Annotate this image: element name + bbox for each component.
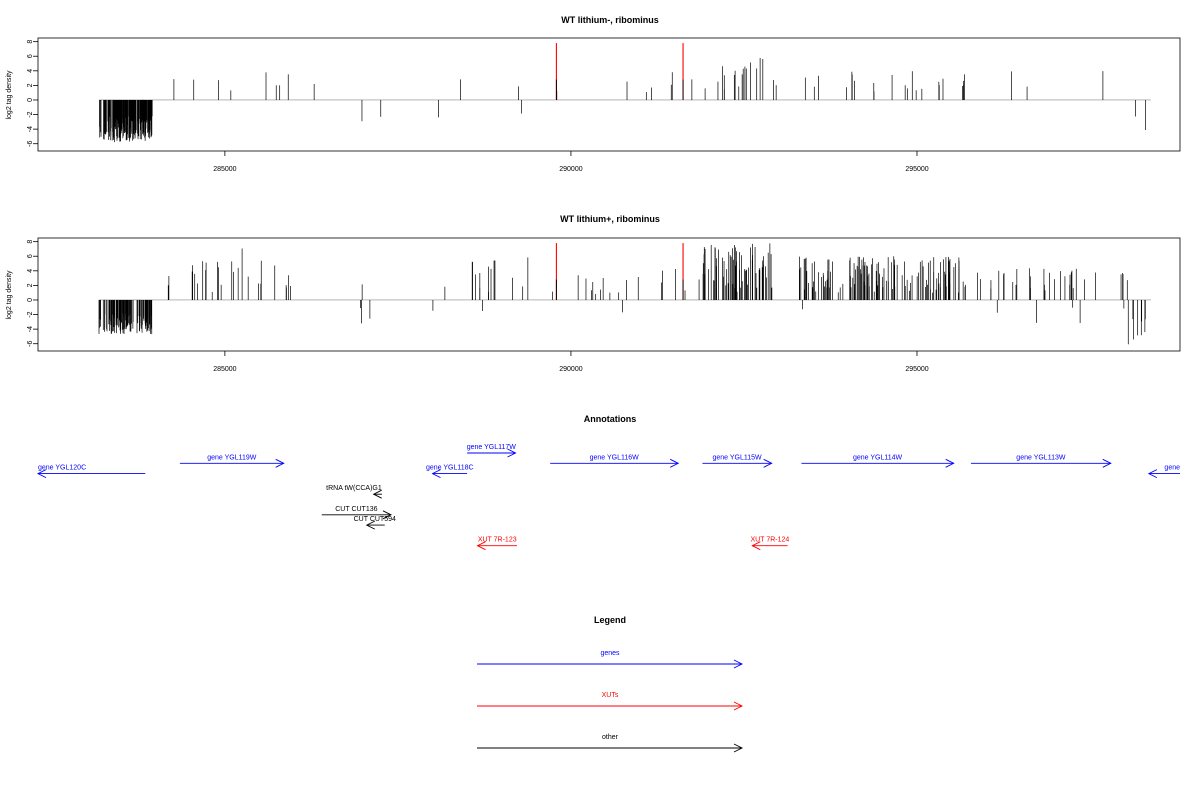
y-tick-label: 6	[27, 54, 34, 58]
y-tick-label: -6	[27, 140, 34, 146]
signal-segment	[360, 299, 371, 324]
y-tick-label: 6	[27, 254, 34, 258]
legend-label: XUTs	[602, 692, 619, 699]
x-tick-label: 285000	[213, 166, 236, 173]
feature-arrow	[970, 458, 1112, 468]
signal-segment	[193, 79, 232, 100]
y-tick-label: 4	[27, 69, 34, 73]
legend-items: genes XUTs other	[477, 650, 744, 753]
feature-label: CUT CUT594	[354, 516, 396, 523]
feature-arrow	[36, 469, 146, 479]
feature-label: gene YGL113W	[1016, 454, 1066, 461]
y-axis: -6 -4 -2 0 2 4 6 8	[27, 40, 38, 147]
signal-segment	[167, 276, 170, 300]
x-axis: 285000 290000 295000	[213, 151, 929, 173]
feature-label: gene	[1164, 465, 1180, 472]
feature-arrow	[702, 458, 773, 468]
x-axis: 285000 290000 295000	[213, 351, 929, 373]
feature-label: XUT 7R-123	[478, 537, 517, 544]
feature-arrow	[321, 510, 392, 520]
y-axis-label: log2 tag density	[6, 270, 13, 320]
feature-label: gene YGL114W	[853, 454, 903, 461]
signal-segment	[996, 299, 1125, 323]
feature-label: gene YGL118C	[426, 465, 474, 472]
signal-segment	[626, 81, 672, 100]
y-tick-label: 8	[27, 40, 34, 44]
feature-arrow	[801, 458, 955, 468]
plot-frame	[37, 37, 1181, 152]
legend-label: genes	[600, 650, 620, 657]
signal-segment	[1135, 99, 1146, 130]
annotation-features: gene YGL120C gene YGL119W gene YGL118C gene…	[36, 444, 1180, 551]
feature-arrow	[431, 469, 468, 479]
y-tick-label: -2	[27, 311, 34, 317]
legend-arrow	[477, 659, 744, 669]
signal-segment	[577, 268, 700, 300]
feature-label: gene YGL120C	[38, 465, 86, 472]
legend-panel: Legend genes XUTs other	[477, 615, 744, 753]
track-panel-lithium-minus: WT lithium-, ribominus log2 tag density …	[6, 15, 1181, 173]
signal-segment	[98, 299, 153, 335]
feature-arrow	[1147, 469, 1180, 479]
legend-title: Legend	[594, 615, 626, 625]
feature-label: XUT 7R-124	[751, 537, 790, 544]
feature-label: tRNA tW(CCA)G1	[326, 485, 382, 492]
feature-arrow	[372, 489, 382, 499]
x-tick-label: 295000	[905, 166, 928, 173]
x-tick-label: 285000	[213, 366, 236, 373]
y-axis-label: log2 tag density	[6, 70, 13, 120]
feature-label: gene YGL117W	[467, 444, 517, 451]
signal-segment	[265, 72, 289, 100]
signal-segment	[804, 71, 965, 100]
y-tick-label: -4	[27, 126, 34, 132]
x-tick-label: 290000	[559, 166, 582, 173]
signal-segment	[704, 57, 777, 100]
feature-arrow	[550, 458, 680, 468]
signal-bars	[98, 43, 1151, 143]
legend-arrow	[477, 701, 744, 711]
signal-bars	[98, 243, 1151, 345]
y-tick-label: -2	[27, 111, 34, 117]
y-tick-label: 8	[27, 240, 34, 244]
feature-label: gene YGL115W	[712, 454, 762, 461]
panel-title: WT lithium-, ribominus	[561, 15, 659, 25]
y-tick-label: 2	[27, 83, 34, 87]
signal-segment	[191, 260, 291, 300]
signal-segment	[977, 268, 1128, 300]
y-tick-label: -6	[27, 340, 34, 346]
x-tick-label: 290000	[559, 366, 582, 373]
x-tick-label: 295000	[905, 366, 928, 373]
feature-label: gene YGL119W	[207, 454, 257, 461]
signal-segment	[1127, 299, 1146, 345]
y-tick-label: -4	[27, 326, 34, 332]
feature-arrow	[476, 541, 517, 551]
feature-label: CUT CUT136	[335, 506, 377, 513]
signal-segment	[99, 99, 153, 143]
feature-arrow	[365, 520, 385, 530]
signal-segment	[702, 243, 773, 300]
y-tick-label: 4	[27, 269, 34, 273]
feature-label: gene YGL116W	[590, 454, 640, 461]
signal-segment	[1011, 71, 1028, 100]
track-panel-lithium-plus: WT lithium+, ribominus log2 tag density …	[6, 214, 1181, 373]
y-axis: -6 -4 -2 0 2 4 6 8	[27, 240, 38, 347]
signal-segment	[471, 257, 529, 300]
feature-arrow	[751, 541, 788, 551]
plot-frame	[37, 237, 1181, 352]
signal-segment	[799, 256, 966, 300]
y-tick-label: 2	[27, 283, 34, 287]
legend-label: other	[602, 734, 619, 741]
panel-title: WT lithium+, ribominus	[560, 214, 660, 224]
feature-arrow	[179, 458, 285, 468]
signal-segment	[671, 72, 693, 100]
legend-arrow	[477, 743, 744, 753]
y-tick-label: 0	[27, 98, 34, 102]
y-tick-label: 0	[27, 298, 34, 302]
feature-arrow	[467, 448, 517, 458]
annotations-title: Annotations	[584, 414, 637, 424]
